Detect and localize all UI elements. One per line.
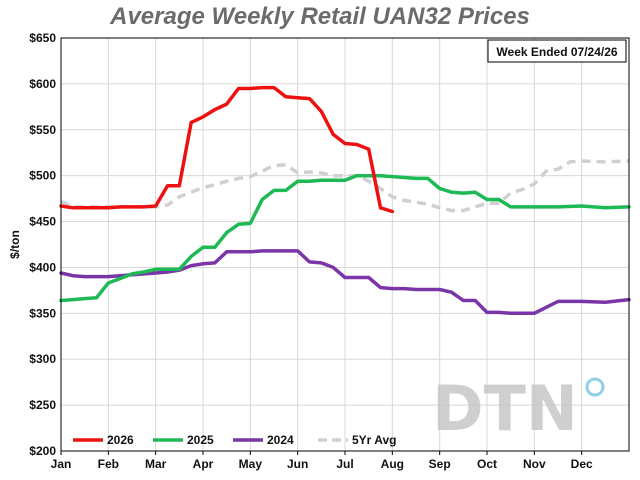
y-tick-label: $650 <box>29 31 56 45</box>
chart-title: Average Weekly Retail UAN32 Prices <box>110 3 530 30</box>
y-tick-label: $400 <box>29 260 56 274</box>
axis-layer: $200 $250 $300 $350 $400 $450 $500 $550 $600 $650… <box>8 31 593 471</box>
week-annotation: Week Ended 07/24/26 <box>487 39 627 63</box>
legend-item: 2024 <box>233 433 294 447</box>
x-tick-label: Jul <box>336 457 353 471</box>
y-tick-label: $500 <box>29 169 56 183</box>
y-tick-label: $250 <box>29 398 56 412</box>
svg-text:DTN: DTN <box>432 372 578 445</box>
y-tick-label: $200 <box>29 444 56 458</box>
x-tick-label: Apr <box>193 457 214 471</box>
series-line-2024 <box>59 249 631 316</box>
series-line-2025 <box>59 173 631 303</box>
legend-item: 2025 <box>153 433 214 447</box>
legend-item: 2026 <box>73 433 134 447</box>
y-axis-label: $/ton <box>8 230 22 259</box>
x-tick-label: Feb <box>98 457 119 471</box>
x-tick-label: Jan <box>51 457 72 471</box>
x-tick-label: Nov <box>523 457 546 471</box>
plot-frame <box>60 37 630 452</box>
week-annotation-text: Week Ended 07/24/26 <box>496 45 618 59</box>
dtn-logo: DTN <box>432 372 605 445</box>
x-tick-label: Sep <box>429 457 451 471</box>
y-tick-label: $300 <box>29 352 56 366</box>
legend-item: 5Yr Avg <box>318 433 396 447</box>
x-tick-label: Jun <box>287 457 308 471</box>
x-tick-label: Dec <box>571 457 593 471</box>
y-tick-label: $450 <box>29 215 56 229</box>
x-tick-label: May <box>239 457 263 471</box>
legend-label: 5Yr Avg <box>352 433 396 447</box>
y-tick-label: $350 <box>29 306 56 320</box>
legend-label: 2025 <box>187 433 214 447</box>
legend: 2026 2025 2024 5Yr Avg <box>73 433 396 447</box>
legend-label: 2024 <box>267 433 294 447</box>
series-layer <box>59 85 631 316</box>
series-line-2026 <box>59 85 395 214</box>
y-tick-label: $600 <box>29 77 56 91</box>
y-tick-label: $550 <box>29 123 56 137</box>
legend-label: 2026 <box>107 433 134 447</box>
x-tick-label: Mar <box>145 457 167 471</box>
x-tick-label: Aug <box>381 457 404 471</box>
x-tick-label: Oct <box>477 457 497 471</box>
